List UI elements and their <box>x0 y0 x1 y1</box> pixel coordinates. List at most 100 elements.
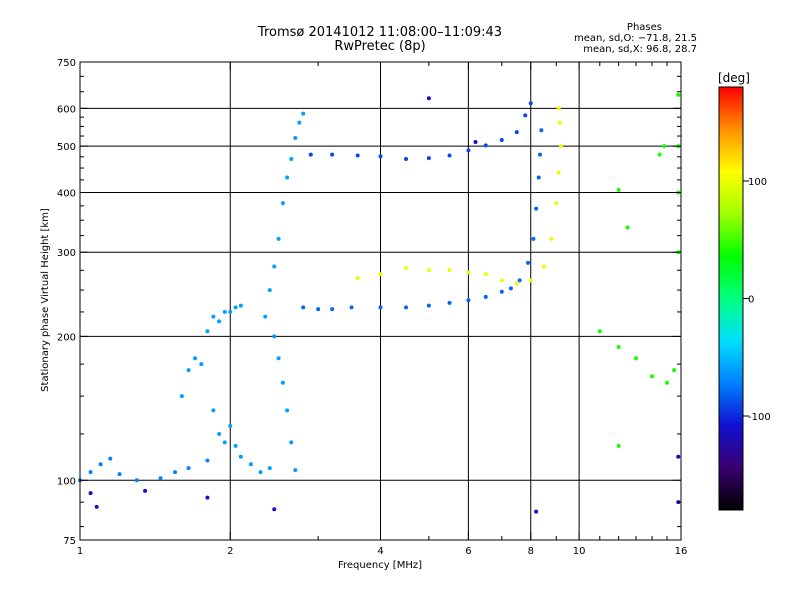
colorbar-tick-label: -100 <box>748 412 771 423</box>
y-tick-label: 75 <box>63 536 76 547</box>
data-point <box>285 408 290 413</box>
stats-x-mode: mean, sd,X: 96.8, 28.7 <box>583 44 697 55</box>
data-point <box>499 278 504 283</box>
data-point <box>258 470 263 475</box>
x-tick-label: 10 <box>573 546 586 557</box>
data-point <box>523 113 528 118</box>
y-axis-label: Stationary phase Virtual Height [km] <box>40 208 51 392</box>
data-point <box>514 130 519 135</box>
data-point <box>676 92 681 97</box>
data-point <box>349 305 354 310</box>
data-point <box>199 362 204 367</box>
colorbar-label: [deg] <box>718 71 750 85</box>
data-point <box>211 314 216 319</box>
data-point <box>499 289 504 294</box>
data-point <box>172 470 177 475</box>
data-point <box>238 303 243 308</box>
data-point <box>289 157 294 162</box>
x-axis-label: Frequency [MHz] <box>338 560 422 571</box>
data-point <box>549 236 554 241</box>
data-point <box>517 278 522 283</box>
data-point <box>88 470 93 475</box>
data-point <box>466 270 471 275</box>
data-point <box>134 478 139 483</box>
x-tick-label: 8 <box>528 546 534 557</box>
data-point <box>514 281 519 286</box>
data-point <box>534 509 539 514</box>
data-point <box>557 120 562 125</box>
data-point <box>483 272 488 277</box>
data-point <box>536 175 541 180</box>
data-point <box>625 225 630 230</box>
data-point <box>404 266 409 271</box>
series-group <box>78 456 210 483</box>
stats-o-mode: mean, sd,O: −71.8, 21.5 <box>574 33 697 44</box>
data-point <box>466 148 471 153</box>
data-point <box>301 111 306 116</box>
series-group <box>263 111 306 473</box>
data-point <box>355 153 360 158</box>
data-point <box>267 288 272 293</box>
data-point <box>534 206 539 211</box>
data-point <box>378 305 383 310</box>
data-point <box>483 143 488 148</box>
stats-heading: Phases <box>626 22 662 33</box>
data-point <box>672 368 677 373</box>
data-point <box>272 334 277 339</box>
data-point <box>508 286 513 291</box>
series-group <box>301 128 544 312</box>
data-point <box>528 101 533 106</box>
data-point <box>248 462 253 467</box>
data-point <box>228 309 233 314</box>
data-point <box>426 156 431 161</box>
x-tick-label: 6 <box>465 546 471 557</box>
data-point <box>276 236 281 241</box>
data-point <box>499 138 504 143</box>
data-point <box>280 201 285 206</box>
data-point <box>538 152 543 157</box>
data-point <box>263 314 268 319</box>
data-point <box>233 443 238 448</box>
data-point <box>205 458 210 463</box>
data-point <box>426 268 431 273</box>
data-point <box>528 278 533 283</box>
y-tick-label: 400 <box>57 188 76 199</box>
data-point <box>222 309 227 314</box>
data-point <box>293 468 298 473</box>
x-tick-label: 4 <box>377 546 383 557</box>
x-tick-label: 1 <box>77 546 83 557</box>
data-point <box>657 152 662 157</box>
data-point <box>633 356 638 361</box>
x-tick-label: 2 <box>227 546 233 557</box>
data-point <box>297 120 302 125</box>
data-point <box>447 153 452 158</box>
data-point <box>272 264 277 269</box>
data-point <box>378 272 383 277</box>
data-point <box>186 466 191 471</box>
data-point <box>228 423 233 428</box>
data-point <box>531 236 536 241</box>
data-point <box>301 305 306 310</box>
data-point <box>556 170 561 175</box>
data-point <box>293 136 298 141</box>
series-group <box>308 101 533 162</box>
data-point <box>616 187 621 192</box>
data-point <box>186 368 191 373</box>
data-point <box>539 128 544 133</box>
series-group <box>597 92 681 448</box>
series-group <box>179 303 272 475</box>
data-point <box>143 488 148 493</box>
colorbar-tick-label: 100 <box>748 177 767 188</box>
data-point <box>217 319 222 324</box>
data-point <box>193 356 198 361</box>
data-point <box>217 431 222 436</box>
data-point <box>285 175 290 180</box>
data-point <box>98 462 103 467</box>
data-point <box>483 294 488 299</box>
chart-title: Tromsø 20141012 11:08:00–11:09:43 <box>257 25 503 40</box>
data-point <box>276 356 281 361</box>
data-point <box>108 456 113 461</box>
data-point <box>597 329 602 334</box>
data-point <box>233 305 238 310</box>
y-tick-label: 600 <box>57 104 76 115</box>
